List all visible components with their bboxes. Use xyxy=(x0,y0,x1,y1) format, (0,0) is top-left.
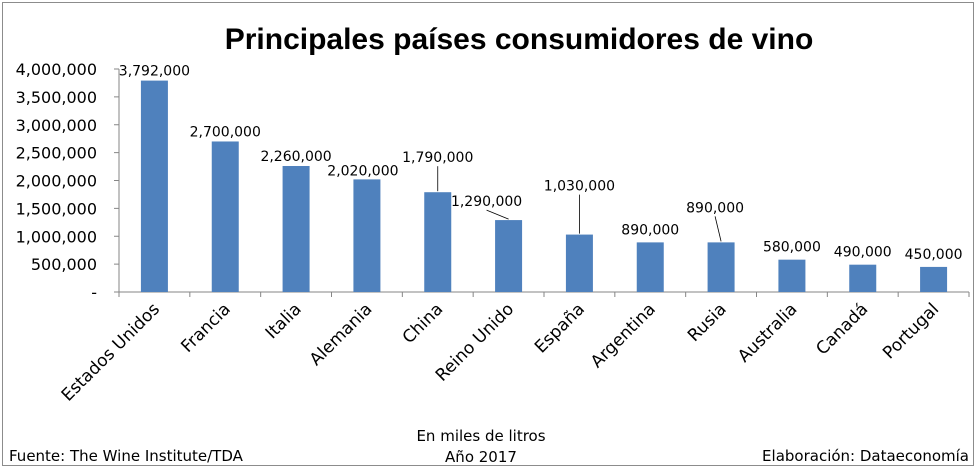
x-tick-label: Australia xyxy=(734,299,801,366)
data-label: 2,260,000 xyxy=(260,149,331,165)
bar xyxy=(565,234,593,292)
y-tick-label: 500,000 xyxy=(31,255,97,274)
data-label: 890,000 xyxy=(621,222,679,238)
x-tick-label: España xyxy=(531,299,589,357)
y-tick-label: 1,000,000 xyxy=(16,227,97,246)
label-leader-line xyxy=(486,209,509,220)
y-axis: - 500,000 1,000,000 1,500,000 2,000,000 2,500… xyxy=(16,60,120,302)
x-tick-label: Francia xyxy=(177,299,234,356)
x-tick-label: Italia xyxy=(262,299,306,343)
bar-chart: Principales países consumidores de vino … xyxy=(9,23,970,466)
data-label: 890,000 xyxy=(686,200,744,216)
y-tick-label: 3,500,000 xyxy=(16,88,97,107)
bar xyxy=(778,259,806,292)
bar xyxy=(140,80,168,292)
y-tick-label: 2,000,000 xyxy=(16,172,97,191)
bars xyxy=(140,80,948,292)
chart-title: Principales países consumidores de vino xyxy=(225,23,814,56)
x-tick-label: Argentina xyxy=(587,299,660,372)
bar xyxy=(282,166,310,292)
year-note: Año 2017 xyxy=(445,448,517,466)
bar xyxy=(211,141,239,292)
bar xyxy=(849,264,877,292)
bar xyxy=(495,220,523,292)
credit-note: Elaboración: Dataeconomía xyxy=(762,447,969,465)
data-label: 1,030,000 xyxy=(544,179,615,195)
data-label: 580,000 xyxy=(763,240,821,256)
bar xyxy=(424,192,452,292)
data-label: 450,000 xyxy=(905,247,963,263)
bar xyxy=(636,242,664,292)
x-tick-label: Portugal xyxy=(879,299,943,363)
source-note: Fuente: The Wine Institute/TDA xyxy=(9,447,244,465)
data-labels: 3,792,000 2,700,000 2,260,0002,020,0001,79… xyxy=(119,64,963,263)
label-leader-line xyxy=(714,216,722,242)
bar xyxy=(353,179,381,292)
x-tick-label: China xyxy=(399,299,447,347)
data-label: 2,700,000 xyxy=(190,124,261,140)
data-label: 2,020,000 xyxy=(327,163,398,179)
bar xyxy=(707,242,735,292)
data-label: 490,000 xyxy=(834,245,892,261)
data-label: 1,790,000 xyxy=(402,150,473,166)
x-tick-label: Canadá xyxy=(812,299,872,359)
data-label: 3,792,000 xyxy=(119,64,190,80)
y-tick-label: - xyxy=(91,283,97,302)
y-tick-label: 3,000,000 xyxy=(16,116,97,135)
y-tick-label: 2,500,000 xyxy=(16,144,97,163)
x-axis: Estados Unidos Francia Italia Alemania China… xyxy=(58,291,970,406)
y-tick-label: 1,500,000 xyxy=(16,199,97,218)
bar xyxy=(920,266,948,292)
data-label: 1,290,000 xyxy=(451,194,522,210)
x-tick-label: Alemania xyxy=(306,299,377,370)
x-tick-label: Rusia xyxy=(684,299,731,346)
x-tick-label: Estados Unidos xyxy=(58,299,164,405)
y-tick-label: 4,000,000 xyxy=(16,60,97,79)
unit-note: En miles de litros xyxy=(416,427,545,445)
